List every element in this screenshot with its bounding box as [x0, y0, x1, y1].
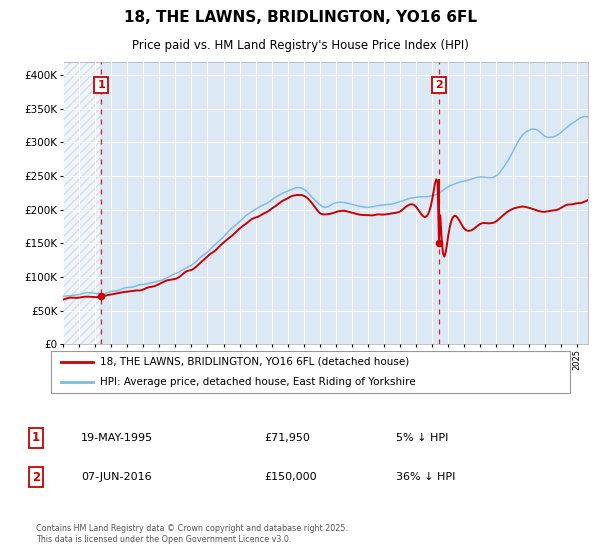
- Text: 1: 1: [97, 80, 105, 90]
- Text: 36% ↓ HPI: 36% ↓ HPI: [396, 472, 455, 482]
- Text: 2: 2: [435, 80, 443, 90]
- Text: 18, THE LAWNS, BRIDLINGTON, YO16 6FL: 18, THE LAWNS, BRIDLINGTON, YO16 6FL: [124, 10, 476, 25]
- Text: HPI: Average price, detached house, East Riding of Yorkshire: HPI: Average price, detached house, East…: [101, 377, 416, 388]
- Text: 19-MAY-1995: 19-MAY-1995: [81, 433, 153, 443]
- Text: 2: 2: [32, 470, 40, 484]
- Text: 1: 1: [32, 431, 40, 445]
- Text: 5% ↓ HPI: 5% ↓ HPI: [396, 433, 448, 443]
- Text: Contains HM Land Registry data © Crown copyright and database right 2025.
This d: Contains HM Land Registry data © Crown c…: [36, 524, 348, 544]
- Text: 18, THE LAWNS, BRIDLINGTON, YO16 6FL (detached house): 18, THE LAWNS, BRIDLINGTON, YO16 6FL (de…: [101, 357, 410, 367]
- Text: £71,950: £71,950: [264, 433, 310, 443]
- Text: 07-JUN-2016: 07-JUN-2016: [81, 472, 152, 482]
- FancyBboxPatch shape: [50, 351, 571, 393]
- Text: £150,000: £150,000: [264, 472, 317, 482]
- Text: Price paid vs. HM Land Registry's House Price Index (HPI): Price paid vs. HM Land Registry's House …: [131, 39, 469, 53]
